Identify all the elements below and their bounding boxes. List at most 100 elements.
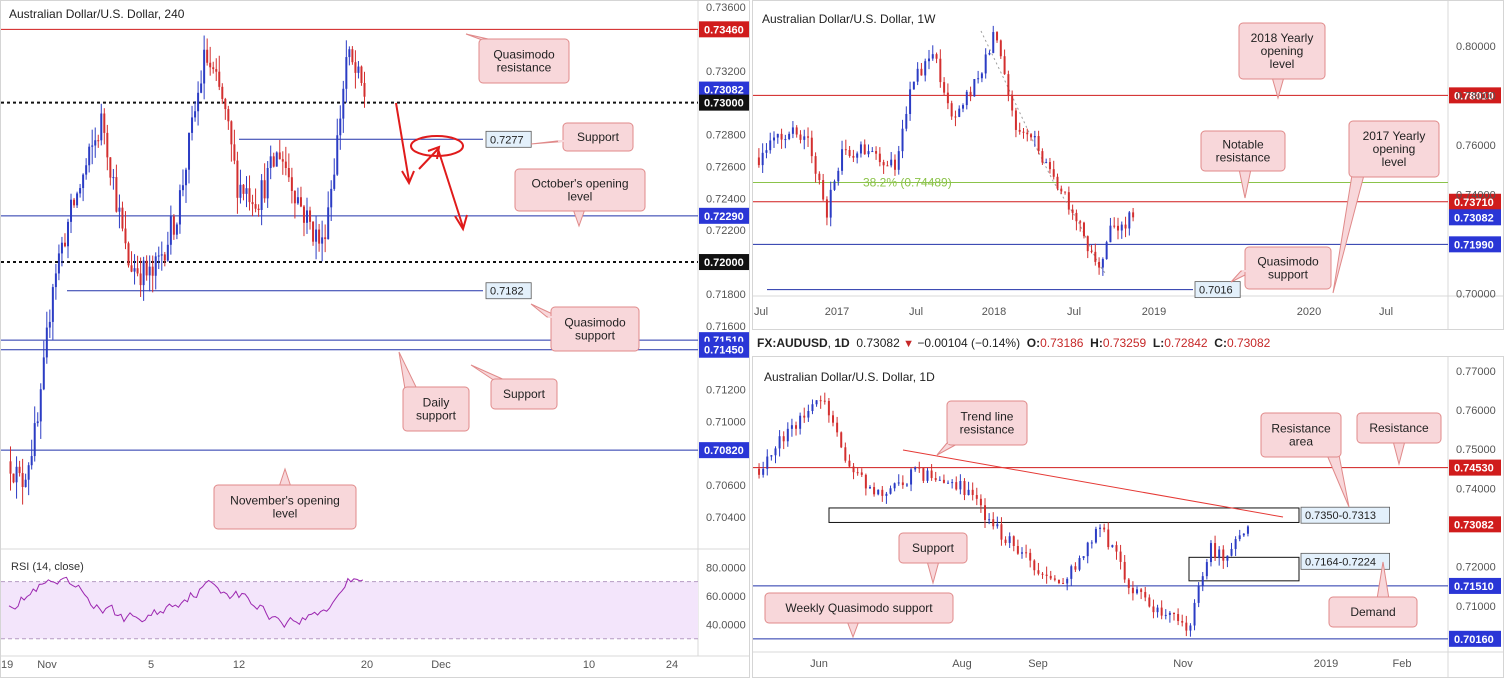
w1-candle — [931, 45, 934, 61]
d1-candle — [1242, 533, 1245, 537]
w1-candle — [984, 48, 987, 79]
w1-candle — [757, 148, 760, 168]
weekly-chart-panel[interactable]: Australian Dollar/U.S. Dollar, 1W 0.7801… — [752, 0, 1504, 330]
svg-text:Quasimodo: Quasimodo — [1257, 255, 1319, 269]
svg-text:resistance: resistance — [1216, 151, 1271, 165]
callout-resistance-d1: Resistance — [1356, 412, 1442, 466]
d1-candle — [1037, 562, 1040, 576]
h4-y-tick: 0.72400 — [706, 193, 746, 205]
h4-x-tick: 10 — [583, 659, 595, 671]
d1-y-tick: 0.75000 — [1456, 444, 1496, 456]
w1-candle — [969, 86, 972, 102]
h4-candle — [354, 50, 357, 89]
d1-candle — [1107, 522, 1110, 550]
d1-candle — [1160, 600, 1163, 620]
daily-chart-panel[interactable]: Australian Dollar/U.S. Dollar, 1D 0.7350… — [752, 356, 1504, 678]
callout-weekly-quasimodo-support: Weekly Quasimodo support — [764, 592, 954, 639]
d1-x-tick: 2019 — [1314, 658, 1338, 670]
d1-candle — [873, 482, 876, 497]
h4-candle — [345, 40, 348, 103]
svg-text:Trend line: Trend line — [961, 410, 1014, 424]
h4-x-tick: 24 — [666, 659, 678, 671]
h4-candle — [348, 46, 351, 66]
w1-candle — [943, 77, 946, 96]
h4-candle — [12, 473, 15, 484]
d1-candle — [1049, 570, 1052, 581]
d1-y-tick: 0.71000 — [1456, 601, 1496, 613]
h4-candle — [330, 180, 333, 222]
h4-candle — [45, 311, 48, 364]
h4-candle — [181, 169, 184, 197]
svg-text:level: level — [1270, 57, 1295, 71]
h4-candle — [306, 197, 309, 234]
low-label: L: — [1152, 336, 1165, 350]
h4-chart-panel[interactable]: Australian Dollar/U.S. Dollar, 240 0.734… — [0, 0, 750, 678]
h4-x-tick: 5 — [148, 659, 154, 671]
h4-candle — [357, 61, 360, 79]
h4-candle — [109, 157, 112, 186]
w1-candle — [1098, 257, 1101, 275]
w1-candle — [1120, 221, 1123, 239]
d1-candle — [1078, 555, 1081, 572]
daily-chart[interactable]: Australian Dollar/U.S. Dollar, 1D 0.7350… — [753, 357, 1504, 678]
w1-candle — [1090, 244, 1093, 254]
d1-candle — [778, 430, 781, 457]
d1-candle — [1103, 523, 1106, 533]
h4-candle — [251, 194, 254, 217]
svg-text:0.72000: 0.72000 — [704, 257, 744, 269]
w1-candle — [1094, 243, 1097, 266]
d1-candle — [1057, 579, 1060, 585]
h4-candle — [266, 161, 269, 208]
w1-candle — [822, 173, 825, 201]
d1-candle — [1008, 532, 1011, 548]
h4-candle — [248, 175, 251, 211]
w1-candle — [841, 140, 844, 175]
d1-candle — [979, 494, 982, 513]
h4-candle — [127, 241, 130, 268]
h4-candle — [209, 46, 212, 76]
w1-candle — [863, 139, 866, 155]
d1-candle — [1193, 599, 1196, 631]
svg-text:resistance: resistance — [497, 61, 552, 75]
h4-candle — [142, 256, 145, 301]
d1-x-tick: Aug — [952, 658, 972, 670]
w1-candle — [992, 25, 995, 54]
svg-text:Support: Support — [503, 387, 546, 401]
h4-candle — [160, 241, 163, 271]
d1-symbol-header: FX:AUDUSD, 1D 0.73082 ▼ −0.00104 (−0.14%… — [757, 336, 1271, 350]
d1-candle — [762, 461, 765, 478]
trend-dotted-line — [980, 30, 1106, 274]
h4-candle — [287, 153, 290, 182]
d1-candle — [1070, 564, 1073, 587]
d1-candle — [996, 516, 999, 529]
w1-candle — [1132, 207, 1135, 222]
w1-candle — [1056, 173, 1059, 191]
h4-candle — [130, 251, 133, 273]
w1-candle — [848, 146, 851, 158]
h4-candle — [42, 340, 45, 391]
weekly-chart[interactable]: Australian Dollar/U.S. Dollar, 1W 0.7801… — [753, 1, 1504, 330]
d1-candle — [889, 485, 892, 495]
h4-chart[interactable]: Australian Dollar/U.S. Dollar, 240 0.734… — [1, 1, 750, 678]
h4-candle — [166, 231, 169, 262]
d1-candle — [992, 512, 995, 530]
h4-candle — [194, 101, 197, 122]
h4-y-tick: 0.71800 — [706, 289, 746, 301]
svg-text:0.7016: 0.7016 — [1199, 285, 1233, 297]
d1-candle — [897, 474, 900, 486]
h4-candle — [63, 233, 66, 248]
projection-arrow-down-1 — [395, 102, 410, 182]
svg-text:0.74530: 0.74530 — [1454, 463, 1494, 475]
h4-title: Australian Dollar/U.S. Dollar, 240 — [9, 7, 185, 21]
w1-x-tick: Jul — [1379, 306, 1393, 318]
last-price: 0.73082 — [856, 336, 900, 350]
svg-text:resistance: resistance — [960, 423, 1015, 437]
h4-candle — [36, 412, 39, 427]
h4-price-tag-073082: 0.73082 — [699, 81, 749, 98]
h4-candle — [230, 120, 233, 162]
d1-candle — [844, 442, 847, 463]
d1-candle — [1074, 562, 1077, 573]
